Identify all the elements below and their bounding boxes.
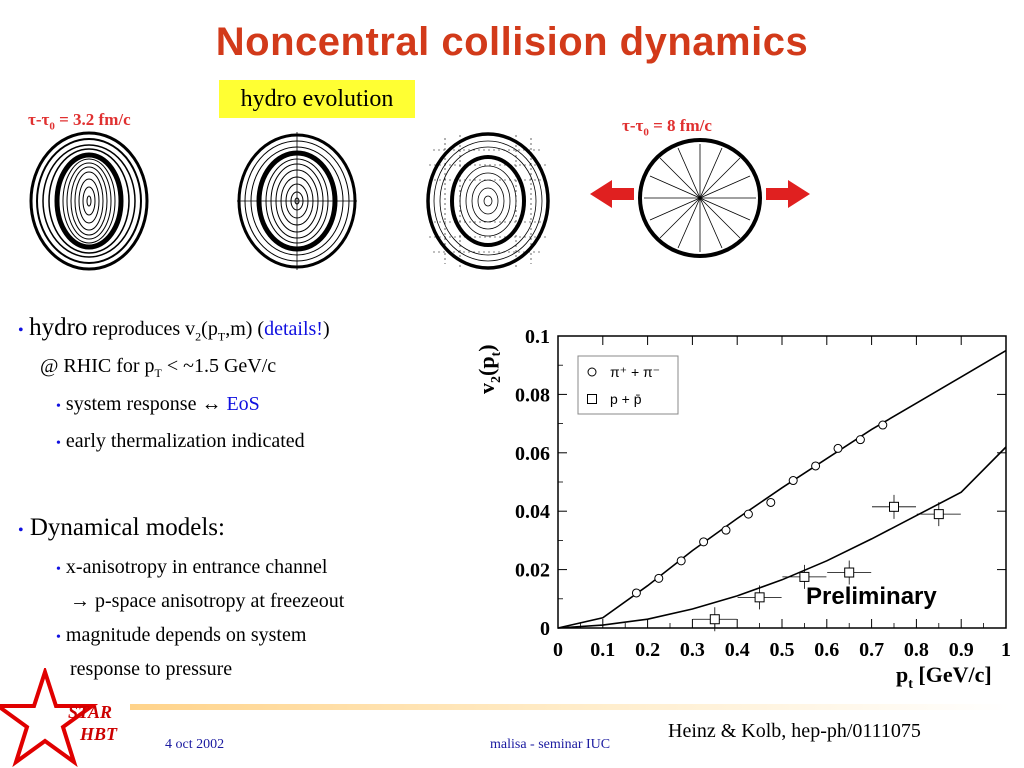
- hydro-curve: [557, 446, 1007, 629]
- slide-title: Noncentral collision dynamics: [215, 20, 809, 64]
- x-tick-label: 0.8: [904, 639, 929, 661]
- bullet-magnitude: • magnitude depends on system: [56, 624, 307, 646]
- star-logo-text-1: STAR: [68, 702, 113, 722]
- bullet-x-anisotropy: • x-anisotropy in entrance channel: [56, 556, 328, 578]
- y-tick-label: 0.1: [525, 326, 550, 348]
- y-tick-label: 0.02: [515, 560, 550, 582]
- pion-point: [788, 476, 798, 486]
- v2-chart: 0 0.1 0.2 0.3 0.4 0.5 0.6 0.7 0.8 0.9 1 0 0.02 0.04 0.…: [474, 326, 1011, 692]
- y-tick-label: 0: [540, 618, 550, 640]
- proton-point: [799, 571, 810, 582]
- legend-proton-label: p + p̄: [610, 391, 642, 407]
- pion-point: [855, 435, 865, 445]
- legend-pion-label: π⁺ + π⁻: [610, 364, 660, 380]
- eos-link[interactable]: EoS: [221, 393, 260, 415]
- x-tick-label: 0.4: [725, 639, 750, 661]
- x-tick-label: 0.2: [635, 639, 660, 661]
- legend-box: [577, 355, 679, 415]
- footer-seminar: malisa - seminar IUC: [490, 737, 611, 752]
- hydro-curve: [557, 349, 1007, 629]
- x-tick-label: 1: [1001, 639, 1011, 661]
- y-axis-label: v2(pt): [474, 344, 504, 394]
- star-logo-text-2: HBT: [80, 724, 118, 744]
- tau-label-left: τ-τ0 = 3.2 fm/c: [28, 110, 131, 133]
- arrow-right-icon: [766, 180, 810, 208]
- x-tick-label: 0.3: [680, 639, 705, 661]
- pion-point: [654, 573, 664, 583]
- proton-point: [844, 567, 855, 578]
- x-tick-label: 0.6: [814, 639, 839, 661]
- arrow-left-icon: [590, 180, 634, 208]
- y-tick-label: 0.04: [515, 501, 550, 523]
- bullet-p-space: → p-space anisotropy at freezeout: [70, 590, 345, 612]
- hydro-blob-4: [590, 138, 810, 258]
- y-tick-label: 0.08: [515, 384, 550, 406]
- preliminary-annotation: Preliminary: [806, 583, 937, 610]
- hydro-blob-1: [29, 131, 149, 271]
- y-tick-label: 0.06: [515, 443, 550, 465]
- hydro-evolution-label: hydro evolution: [219, 80, 415, 118]
- pion-point: [699, 537, 709, 547]
- x-axis-label: pt [GeV/c]: [896, 662, 992, 692]
- star-logo-icon: [0, 668, 99, 768]
- bullet-system-response: • system response ↔ EoS: [56, 393, 260, 415]
- legend-proton-marker: [587, 394, 597, 404]
- x-tick-label: 0.5: [770, 639, 795, 661]
- citation: Heinz & Kolb, hep-ph/0111075: [664, 716, 998, 746]
- pion-point: [676, 556, 686, 566]
- bullet-rhic-line: @ RHIC for pT < ~1.5 GeV/c: [40, 355, 277, 380]
- x-tick-label: 0.9: [949, 639, 974, 661]
- bullet-thermalization: • early thermalization indicated: [56, 430, 305, 452]
- proton-point: [889, 501, 899, 512]
- pion-point: [833, 443, 843, 453]
- hydro-blob-3: [426, 132, 550, 270]
- pion-point: [721, 525, 731, 535]
- bullet-dynamical-models: • Dynamical models:: [18, 514, 225, 541]
- pion-point: [631, 588, 641, 598]
- x-tick-label: 0.7: [859, 639, 884, 661]
- pion-point: [878, 420, 888, 430]
- proton-point: [933, 509, 944, 520]
- footer-date: 4 oct 2002: [165, 737, 225, 752]
- details-link[interactable]: details!: [264, 318, 323, 340]
- pion-point: [766, 497, 776, 507]
- tau-label-right: τ-τ0 = 8 fm/c: [622, 116, 712, 139]
- x-tick-label: 0: [553, 639, 563, 661]
- pion-point: [743, 509, 753, 519]
- proton-point: [754, 592, 765, 603]
- x-tick-label: 0.1: [590, 639, 615, 661]
- bullet-pressure: response to pressure: [70, 658, 233, 680]
- footer-divider: [130, 704, 1010, 710]
- legend-pion-marker: [587, 367, 597, 377]
- proton-point: [709, 614, 720, 625]
- bullet-hydro: • hydro reproduces v2(pT,m) (details!): [18, 314, 330, 344]
- hydro-blob-2: [237, 132, 357, 270]
- pion-point: [811, 461, 821, 471]
